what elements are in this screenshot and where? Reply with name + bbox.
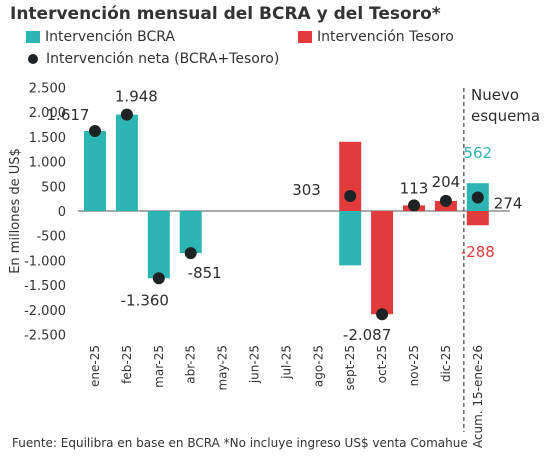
data-label-dic-25: 204 [432,173,461,191]
y-tick-label: -1.000 [24,254,66,269]
y-axis-title: En millones de US$ [8,148,23,274]
x-tick-label: ago-25 [311,345,325,387]
x-tick-label: jun-25 [248,345,262,384]
data-label-sept-25: 303 [292,181,321,199]
y-tick-label: 2.000 [29,106,66,121]
x-tick-label: mar-25 [152,345,166,388]
data-label-Acum. 15-ene-26: 562 [463,144,492,162]
data-label-ene-25: 1.617 [47,106,90,124]
y-tick-label: 0 [58,205,66,220]
bar-tesoro-oct-25 [371,211,394,315]
y-tick-label: 2.500 [29,81,66,96]
legend-item-tesoro: Intervención Tesoro [298,29,454,45]
legend-item-neta: Intervención neta (BCRA+Tesoro) [26,51,279,67]
net-point-Acum. 15-ene-26 [471,191,484,204]
chart-title: Intervención mensual del BCRA y del Teso… [10,4,441,24]
net-point-sept-25 [344,190,357,203]
legend-label-bcra: Intervención BCRA [45,29,175,45]
net-point-oct-25 [376,308,389,321]
data-label-feb-25: 1.948 [115,88,158,106]
net-point-mar-25 [152,272,165,285]
net-point-dic-25 [439,194,452,207]
bar-bcra-ene-25 [84,131,106,211]
y-tick-label: -2.000 [24,304,66,319]
x-tick-label: abr-25 [184,345,198,384]
net-point-nov-25 [408,199,420,212]
bar-bcra-feb-25 [115,114,138,211]
y-tick-label: 1.000 [29,156,66,171]
data-label-oct-25: -2.087 [343,326,391,344]
x-tick-label: may-25 [216,345,230,391]
net-point-ene-25 [89,125,101,138]
legend-label-neta: Intervención neta (BCRA+Tesoro) [46,51,280,67]
legend-swatch-tesoro [298,31,312,43]
data-label-nov-25: 113 [400,179,429,197]
x-tick-label: ene-25 [88,345,102,387]
data-label-mar-25: -1.360 [121,291,169,309]
bar-bcra-sept-25 [339,211,362,266]
net-point-abr-25 [184,247,197,260]
data-label-Acum. 15-ene-26: -288 [461,243,495,261]
legend-label-tesoro: Intervención Tesoro [317,29,454,45]
x-tick-label: jul-25 [279,345,293,380]
y-tick-label: -2.500 [24,329,66,344]
data-label-abr-25: -851 [188,264,222,282]
bar-bcra-mar-25 [147,211,170,279]
data-label-Acum. 15-ene-26: 274 [494,194,523,212]
legend-marker-neta [28,54,38,64]
y-tick-label: 1.500 [29,131,66,146]
y-tick-label: 500 [41,180,66,195]
x-tick-label: dic-25 [439,345,453,382]
x-tick-label: nov-25 [407,345,421,386]
annotation-nuevo: Nuevo [471,86,519,104]
net-point-feb-25 [120,108,133,121]
x-tick-label: oct-25 [375,345,389,383]
bar-tesoro-Acum. 15-ene-26 [466,211,489,226]
bar-bcra-abr-25 [179,211,202,254]
y-tick-label: -500 [36,230,66,245]
x-tick-label: feb-25 [120,345,134,384]
source-footnote: Fuente: Equilibra en base en BCRA *No in… [12,436,468,450]
legend-item-bcra: Intervención BCRA [26,29,175,45]
x-tick-label: sept-25 [343,345,357,391]
y-tick-label: -1.500 [24,279,66,294]
x-tick-label: Acum. 15-ene-26 [471,345,485,448]
legend-swatch-bcra [26,31,40,43]
annotation-esquema: esquema [471,107,540,125]
